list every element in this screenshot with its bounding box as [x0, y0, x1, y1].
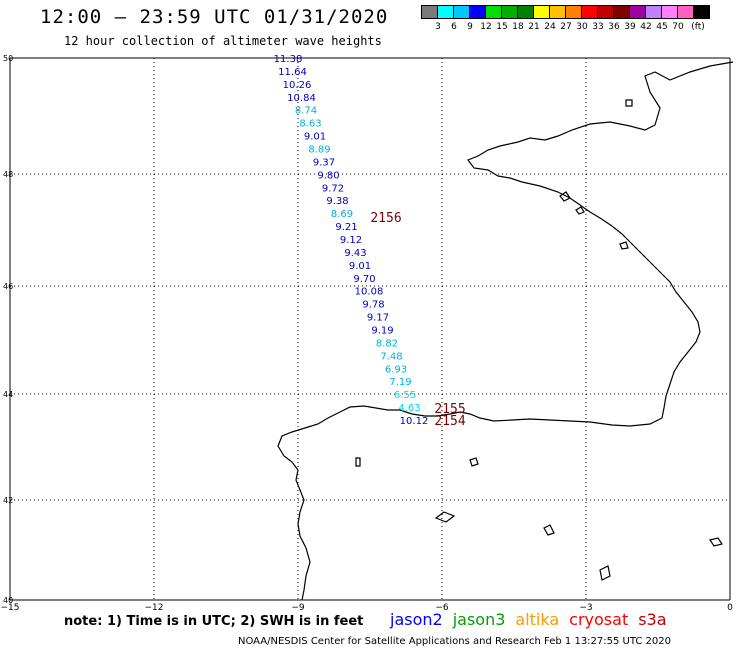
colorbar-labels: 3 6 9 12 15 18 21 24 27 30 33 36 39 42 45 70 (ft) — [422, 22, 740, 34]
satellite-legend-item: jason2 — [390, 610, 443, 629]
swh-value-label: 9.72 — [322, 183, 344, 194]
swh-value-label: 9.43 — [344, 248, 366, 259]
footer-note: note: 1) Time is in UTC; 2) SWH is in fe… — [64, 614, 364, 629]
colorbar-label: 39 — [624, 22, 636, 32]
colorbar-label: 33 — [592, 22, 604, 32]
colorbar-label: 30 — [576, 22, 588, 32]
colorbar-label: 21 — [528, 22, 540, 32]
swh-value-label: 11.64 — [278, 67, 307, 78]
colorbar-label: 9 — [467, 22, 473, 32]
wave-height-colorbar — [421, 5, 710, 19]
island-1 — [559, 191, 571, 202]
colorbar-label: 12 — [480, 22, 492, 32]
swh-value-label: 9.01 — [349, 261, 371, 272]
swh-value-label: 9.80 — [317, 170, 339, 181]
island-2 — [575, 206, 585, 215]
island-8 — [469, 457, 479, 467]
swh-value-label: 9.21 — [335, 222, 357, 233]
swh-value-label: 9.38 — [326, 196, 348, 207]
swh-value-label: 8.89 — [308, 145, 330, 156]
lat-tick-label: 46 — [3, 282, 13, 291]
swh-value-label: 7.48 — [380, 351, 402, 362]
colorbar-swatch — [693, 5, 710, 19]
swh-value-label: 8.74 — [295, 106, 317, 117]
brittany-coast — [277, 61, 734, 601]
satellite-legend-item: jason3 — [452, 610, 506, 629]
lat-tick-label: 50 — [3, 54, 13, 63]
island-5 — [543, 524, 555, 536]
lat-tick-label: 44 — [3, 390, 13, 399]
pass-time-label: 2156 — [370, 211, 401, 226]
lon-tick-label: −3 — [579, 603, 592, 613]
swh-value-label: 9.01 — [304, 132, 326, 143]
colorbar-label: 27 — [560, 22, 572, 32]
colorbar-label: 45 — [656, 22, 668, 32]
satellite-legend-item: altika — [515, 610, 560, 629]
swh-value-label: 10.08 — [355, 287, 384, 298]
colorbar-label: 24 — [544, 22, 556, 32]
lon-tick-label: −9 — [291, 603, 305, 613]
swh-value-label: 9.19 — [371, 326, 393, 337]
colorbar-label: 18 — [512, 22, 524, 32]
swh-value-label: 9.70 — [353, 274, 375, 285]
island-4 — [434, 511, 456, 523]
swh-value-label: 8.82 — [376, 338, 398, 349]
satellite-legend: jason2 jason3 altika cryosat s3a — [390, 610, 677, 629]
pass-time-label: 2154 — [434, 414, 465, 429]
satellite-legend-item: s3a — [638, 610, 667, 629]
coastline — [277, 61, 734, 601]
lon-tick-label: −12 — [145, 603, 164, 613]
swh-value-label: 10.26 — [283, 80, 312, 91]
island-3 — [619, 241, 629, 250]
island-7 — [709, 537, 723, 547]
lon-tick-label: −6 — [435, 603, 449, 613]
satellite-legend-item: cryosat — [569, 610, 629, 629]
island-10 — [625, 99, 633, 107]
lat-tick-label: 40 — [3, 596, 13, 605]
satellite-track: 11.38 11.64 10.26 10.84 8.74 8.63 9.01 8.899.37… — [274, 54, 429, 427]
colorbar-label: 70 — [672, 22, 684, 32]
swh-value-label: 10.84 — [287, 93, 316, 104]
map-subtitle: 12 hour collection of altimeter wave hei… — [64, 34, 382, 48]
swh-value-label: 10.12 — [400, 416, 429, 427]
island-9 — [355, 457, 361, 467]
swh-value-label: 6.93 — [385, 364, 407, 375]
swh-value-label: 4.63 — [398, 403, 420, 414]
swh-value-label: 11.38 — [274, 54, 303, 65]
credit-line: NOAA/NESDIS Center for Satellite Applica… — [238, 636, 671, 647]
colorbar-label: 36 — [608, 22, 620, 32]
lon-tick-label: 0 — [727, 603, 733, 613]
colorbar-label: 42 — [640, 22, 652, 32]
lon-tick-label: −15 — [1, 603, 20, 613]
island-6 — [599, 565, 611, 581]
axis-ticks: −15 −12 −9 −6 −3 0 50 48 46 44 42 40 — [1, 54, 734, 613]
colorbar-label: 3 — [435, 22, 441, 32]
swh-value-label: 9.12 — [340, 235, 362, 246]
swh-value-label: 7.19 — [389, 377, 411, 388]
swh-value-label: 6.55 — [394, 390, 416, 401]
map-title: 12:00 — 23:59 UTC 01/31/2020 — [40, 6, 389, 28]
swh-value-label: 9.17 — [367, 313, 389, 324]
colorbar-label: 6 — [451, 22, 457, 32]
colorbar-label: 15 — [496, 22, 508, 32]
colorbar-label: (ft) — [691, 22, 705, 32]
lat-lon-grid — [9, 57, 731, 601]
lat-tick-label: 42 — [3, 496, 13, 505]
swh-value-label: 9.37 — [313, 157, 335, 168]
swh-value-label: 8.69 — [331, 209, 353, 220]
pass-time-label: 2155 — [434, 402, 465, 417]
swh-value-label: 9.78 — [362, 300, 384, 311]
lat-tick-label: 48 — [3, 170, 13, 179]
swh-value-label: 8.63 — [299, 119, 321, 130]
